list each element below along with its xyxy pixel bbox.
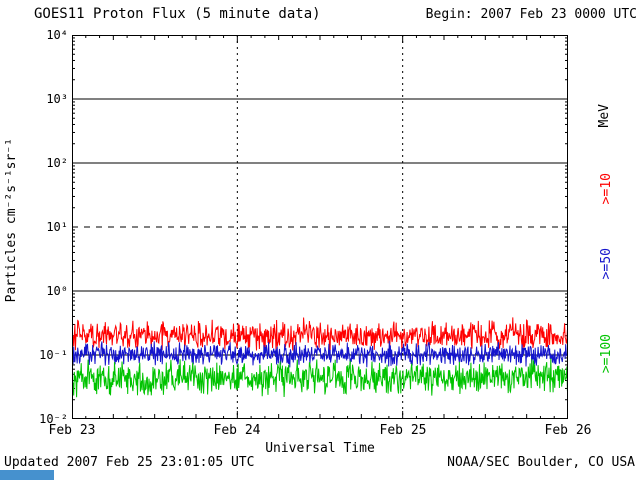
proton-flux-chart bbox=[71, 35, 569, 419]
y-tick-label: 10² bbox=[46, 156, 68, 170]
series-label-ge10: >=10 bbox=[599, 173, 614, 205]
y-tick-label: 10⁻² bbox=[39, 412, 68, 426]
x-tick-label: Feb 26 bbox=[544, 423, 592, 438]
x-tick-label: Feb 24 bbox=[213, 423, 261, 438]
x-axis-label: Universal Time bbox=[265, 441, 375, 456]
begin-timestamp: Begin: 2007 Feb 23 0000 UTC bbox=[425, 7, 637, 22]
corner-bar bbox=[0, 470, 54, 480]
y-tick-label: 10¹ bbox=[46, 220, 68, 234]
chart-title: GOES11 Proton Flux (5 minute data) bbox=[34, 6, 321, 22]
y-tick-label: 10⁴ bbox=[46, 28, 68, 42]
y-axis-label: Particles cm⁻²s⁻¹sr⁻¹ bbox=[4, 138, 19, 303]
y-tick-label: 10⁰ bbox=[46, 284, 68, 298]
series-label-ge100: >=100 bbox=[599, 334, 614, 374]
updated-timestamp: Updated 2007 Feb 25 23:01:05 UTC bbox=[4, 455, 255, 470]
y-tick-label: 10⁻¹ bbox=[39, 348, 68, 362]
y-tick-label: 10³ bbox=[46, 92, 68, 106]
series-label-ge50: >=50 bbox=[599, 248, 614, 280]
x-tick-label: Feb 25 bbox=[379, 423, 427, 438]
x-tick-label: Feb 23 bbox=[48, 423, 96, 438]
plot-area bbox=[71, 35, 569, 419]
right-axis-unit-label: MeV bbox=[597, 104, 612, 128]
source-label: NOAA/SEC Boulder, CO USA bbox=[447, 455, 635, 470]
